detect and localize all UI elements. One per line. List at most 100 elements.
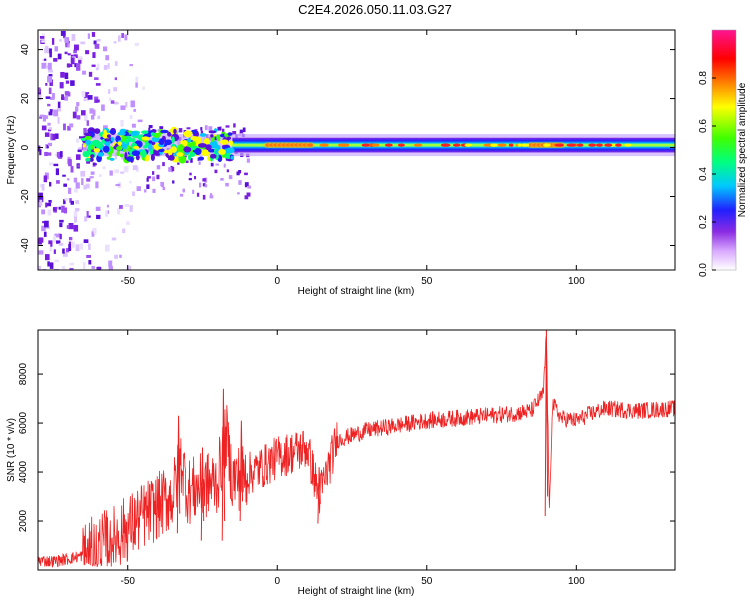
heatmap-speckle xyxy=(129,180,132,184)
heatmap-speckle xyxy=(47,129,52,132)
heatmap-speckle xyxy=(244,195,249,200)
heatmap-speckle xyxy=(202,194,206,200)
heatmap-speckle xyxy=(171,166,175,172)
heatmap-speckle xyxy=(50,133,56,141)
heatmap-blob xyxy=(168,154,175,161)
heatmap-speckle xyxy=(49,79,53,86)
heatmap-blob xyxy=(212,140,218,149)
heatmap-speckle xyxy=(62,252,68,257)
heatmap-peak xyxy=(595,143,603,147)
heatmap-speckle xyxy=(162,186,166,191)
heatmap-blob xyxy=(151,141,156,146)
heatmap-speckle xyxy=(67,178,70,181)
heatmap-speckle xyxy=(117,207,121,215)
heatmap-speckle xyxy=(146,177,149,182)
colorbar: 0.0 0.2 0.4 0.6 0.8 Normalized spectral ampl… xyxy=(698,29,748,277)
heatmap-speckle xyxy=(96,63,100,69)
heatmap-speckle xyxy=(68,222,74,230)
spec-ytick-label: 40 xyxy=(20,44,31,56)
heatmap-speckle xyxy=(39,35,45,39)
heatmap-speckle xyxy=(72,111,77,119)
heatmap-blob xyxy=(216,134,221,142)
heatmap-speckle xyxy=(70,57,75,65)
heatmap-speckle xyxy=(81,90,86,97)
heatmap-blob xyxy=(93,148,101,153)
heatmap-speckle xyxy=(95,181,99,189)
heatmap-speckle xyxy=(51,38,55,45)
heatmap-blob xyxy=(163,149,170,154)
heatmap-speckle xyxy=(108,265,113,270)
heatmap-speckle xyxy=(200,130,204,135)
heatmap-speckle xyxy=(64,51,68,55)
heatmap-speckle xyxy=(75,182,80,189)
heatmap-speckle xyxy=(84,92,90,98)
heatmap-speckle xyxy=(97,115,101,120)
heatmap-peak xyxy=(554,143,565,147)
heatmap-speckle xyxy=(91,64,96,67)
heatmap-blob xyxy=(85,150,92,156)
heatmap-blob xyxy=(140,149,147,158)
heatmap-speckle xyxy=(47,62,52,70)
heatmap-speckle xyxy=(87,215,91,218)
heatmap-speckle xyxy=(131,123,136,128)
heatmap-speckle xyxy=(135,76,139,84)
heatmap-blob xyxy=(199,133,207,137)
heatmap-speckle xyxy=(93,227,97,235)
heatmap-speckle xyxy=(46,202,52,207)
heatmap-blob xyxy=(178,155,187,164)
heatmap-speckle xyxy=(196,192,200,197)
heatmap-speckle xyxy=(56,180,60,184)
spec-xtick-label: 0 xyxy=(274,276,280,287)
spec-ytick-label: -40 xyxy=(20,238,31,253)
heatmap-speckle xyxy=(239,129,243,134)
heatmap-speckle xyxy=(77,56,83,59)
heatmap-speckle xyxy=(67,53,71,56)
heatmap-blob xyxy=(85,139,92,145)
heatmap-speckle xyxy=(73,49,77,54)
heatmap-speckle xyxy=(162,162,165,167)
heatmap-speckle xyxy=(59,39,62,42)
heatmap-blob xyxy=(144,140,150,148)
heatmap-speckle xyxy=(45,96,51,99)
heatmap-speckle xyxy=(105,210,108,217)
heatmap-speckle xyxy=(91,231,95,237)
heatmap-blob xyxy=(116,146,123,151)
heatmap-speckle xyxy=(87,33,90,39)
heatmap-speckle xyxy=(60,71,65,78)
heatmap-peak xyxy=(319,143,329,147)
heatmap-speckle xyxy=(71,33,76,41)
heatmap-speckle xyxy=(74,44,79,51)
heatmap-speckle xyxy=(114,77,118,81)
heatmap-speckle xyxy=(114,254,118,259)
heatmap-speckle xyxy=(172,180,175,184)
heatmap-speckle xyxy=(129,205,133,212)
colorbar-frame xyxy=(711,29,737,271)
heatmap-speckle xyxy=(61,205,65,213)
heatmap-speckle xyxy=(111,237,117,241)
heatmap-speckle xyxy=(67,125,71,131)
heatmap-peak xyxy=(566,143,577,147)
colorbar-tick-label: 0.2 xyxy=(698,215,709,229)
heatmap-speckle xyxy=(59,222,63,228)
heatmap-speckle xyxy=(124,203,130,207)
heatmap-speckle xyxy=(68,64,73,68)
heatmap-speckle xyxy=(202,178,206,182)
heatmap-speckle xyxy=(67,158,72,165)
heatmap-speckle xyxy=(202,183,206,187)
snr-xtick-label: -50 xyxy=(120,576,135,587)
heatmap-speckle xyxy=(114,169,120,174)
heatmap-speckle xyxy=(57,116,60,124)
heatmap-speckle xyxy=(87,243,91,250)
heatmap-speckle xyxy=(47,209,52,216)
heatmap-speckle xyxy=(64,36,69,43)
heatmap-speckle xyxy=(74,63,78,68)
heatmap-speckle xyxy=(53,249,56,254)
heatmap-blob xyxy=(194,147,202,156)
heatmap-speckle xyxy=(39,193,43,197)
heatmap-speckle xyxy=(54,133,59,139)
heatmap-speckle xyxy=(161,184,165,188)
heatmap-speckle xyxy=(47,261,50,267)
heatmap-speckle xyxy=(48,73,53,77)
heatmap-peak xyxy=(604,143,613,147)
heatmap-speckle xyxy=(237,192,240,195)
